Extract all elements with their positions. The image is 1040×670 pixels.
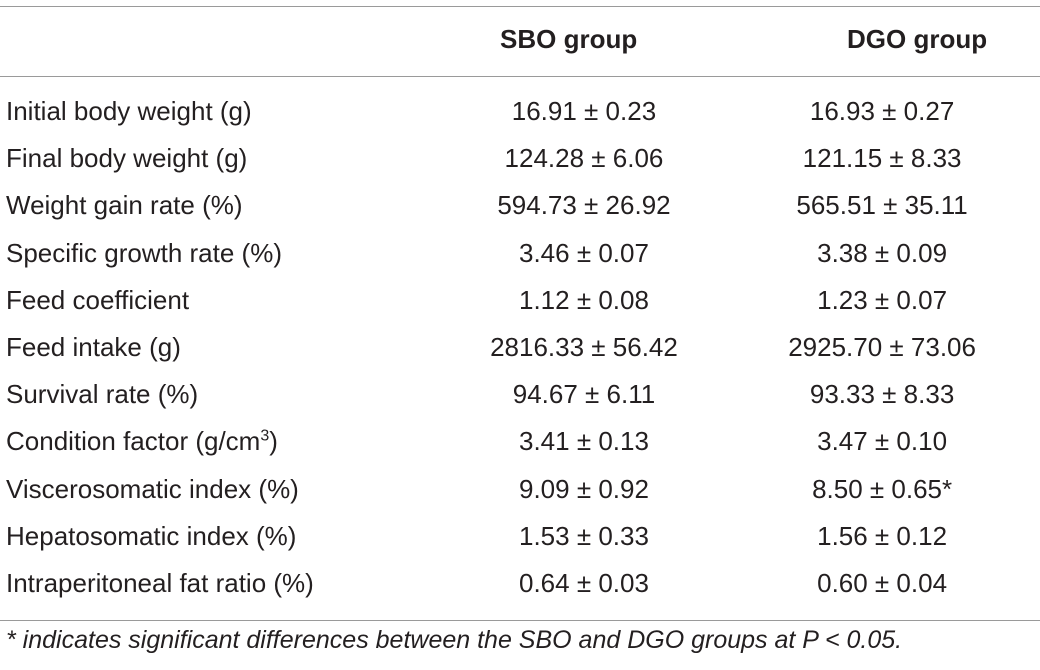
dgo-value: 1.56 ± 0.12 <box>817 520 948 551</box>
table-row: Survival rate (%) 94.67 ± 6.11 93.33 ± 8… <box>0 371 1040 418</box>
sbo-value: 3.46 ± 0.07 <box>519 237 649 268</box>
table-row: Intraperitoneal fat ratio (%) 0.64 ± 0.0… <box>0 560 1040 607</box>
column-header-dgo: DGO group <box>847 24 988 54</box>
row-label: Weight gain rate (%) <box>6 190 243 221</box>
row-label-text: Condition factor (g/cm <box>6 426 261 457</box>
dgo-value: 0.60 ± 0.04 <box>817 567 948 598</box>
table-row: Initial body weight (g) 16.91 ± 0.23 16.… <box>0 88 1040 135</box>
table-row: Condition factor (g/cm3) 3.41 ± 0.13 3.4… <box>0 418 1040 465</box>
dgo-value: 565.51 ± 35.11 <box>796 190 968 221</box>
row-label-suffix: ) <box>269 426 278 457</box>
row-label: Viscerosomatic index (%) <box>6 473 299 504</box>
table-row: Weight gain rate (%) 594.73 ± 26.92 565.… <box>0 182 1040 229</box>
sbo-value: 124.28 ± 6.06 <box>504 143 664 174</box>
dgo-value: 8.50 ± 0.65* <box>812 473 953 504</box>
row-label: Hepatosomatic index (%) <box>6 520 297 551</box>
row-label: Condition factor (g/cm3) <box>0 418 444 465</box>
superscript-exponent: 3 <box>260 427 270 445</box>
row-label: Survival rate (%) <box>6 379 199 410</box>
header-rule <box>0 76 1040 77</box>
row-label: Intraperitoneal fat ratio (%) <box>6 567 314 598</box>
sbo-value: 3.41 ± 0.13 <box>519 426 649 457</box>
dgo-value: 93.33 ± 8.33 <box>809 379 955 410</box>
sbo-value: 2816.33 ± 56.42 <box>490 332 678 363</box>
table-row: Feed intake (g) 2816.33 ± 56.42 2925.70 … <box>0 324 1040 371</box>
dgo-value: 3.38 ± 0.09 <box>817 237 948 268</box>
data-table: Initial body weight (g) 16.91 ± 0.23 16.… <box>0 88 1040 607</box>
sbo-value: 0.64 ± 0.03 <box>519 567 649 598</box>
column-header-sbo: SBO group <box>500 24 638 54</box>
sbo-value: 9.09 ± 0.92 <box>519 473 649 504</box>
table-row: Viscerosomatic index (%) 9.09 ± 0.92 8.5… <box>0 466 1040 513</box>
sbo-value: 16.91 ± 0.23 <box>511 96 657 127</box>
dgo-value: 1.23 ± 0.07 <box>817 284 948 315</box>
row-label: Final body weight (g) <box>6 143 248 174</box>
row-label: Feed intake (g) <box>6 332 181 363</box>
row-label: Feed coefficient <box>6 284 190 315</box>
dgo-value: 2925.70 ± 73.06 <box>788 332 976 363</box>
sbo-value: 1.12 ± 0.08 <box>519 284 649 315</box>
row-label: Specific growth rate (%) <box>6 237 282 268</box>
sbo-value: 1.53 ± 0.33 <box>519 520 649 551</box>
table-footnote: * indicates significant differences betw… <box>6 626 903 654</box>
table-row: Final body weight (g) 124.28 ± 6.06 121.… <box>0 135 1040 182</box>
table-row: Hepatosomatic index (%) 1.53 ± 0.33 1.56… <box>0 513 1040 560</box>
table-row: Specific growth rate (%) 3.46 ± 0.07 3.3… <box>0 230 1040 277</box>
dgo-value: 121.15 ± 8.33 <box>802 143 962 174</box>
sbo-value: 594.73 ± 26.92 <box>497 190 671 221</box>
table-bottom-rule <box>0 620 1040 621</box>
table-row: Feed coefficient 1.12 ± 0.08 1.23 ± 0.07 <box>0 277 1040 324</box>
table-top-rule <box>0 6 1040 7</box>
sbo-value: 94.67 ± 6.11 <box>512 379 656 410</box>
dgo-value: 16.93 ± 0.27 <box>809 96 955 127</box>
row-label: Initial body weight (g) <box>6 96 252 127</box>
dgo-value: 3.47 ± 0.10 <box>817 426 948 457</box>
